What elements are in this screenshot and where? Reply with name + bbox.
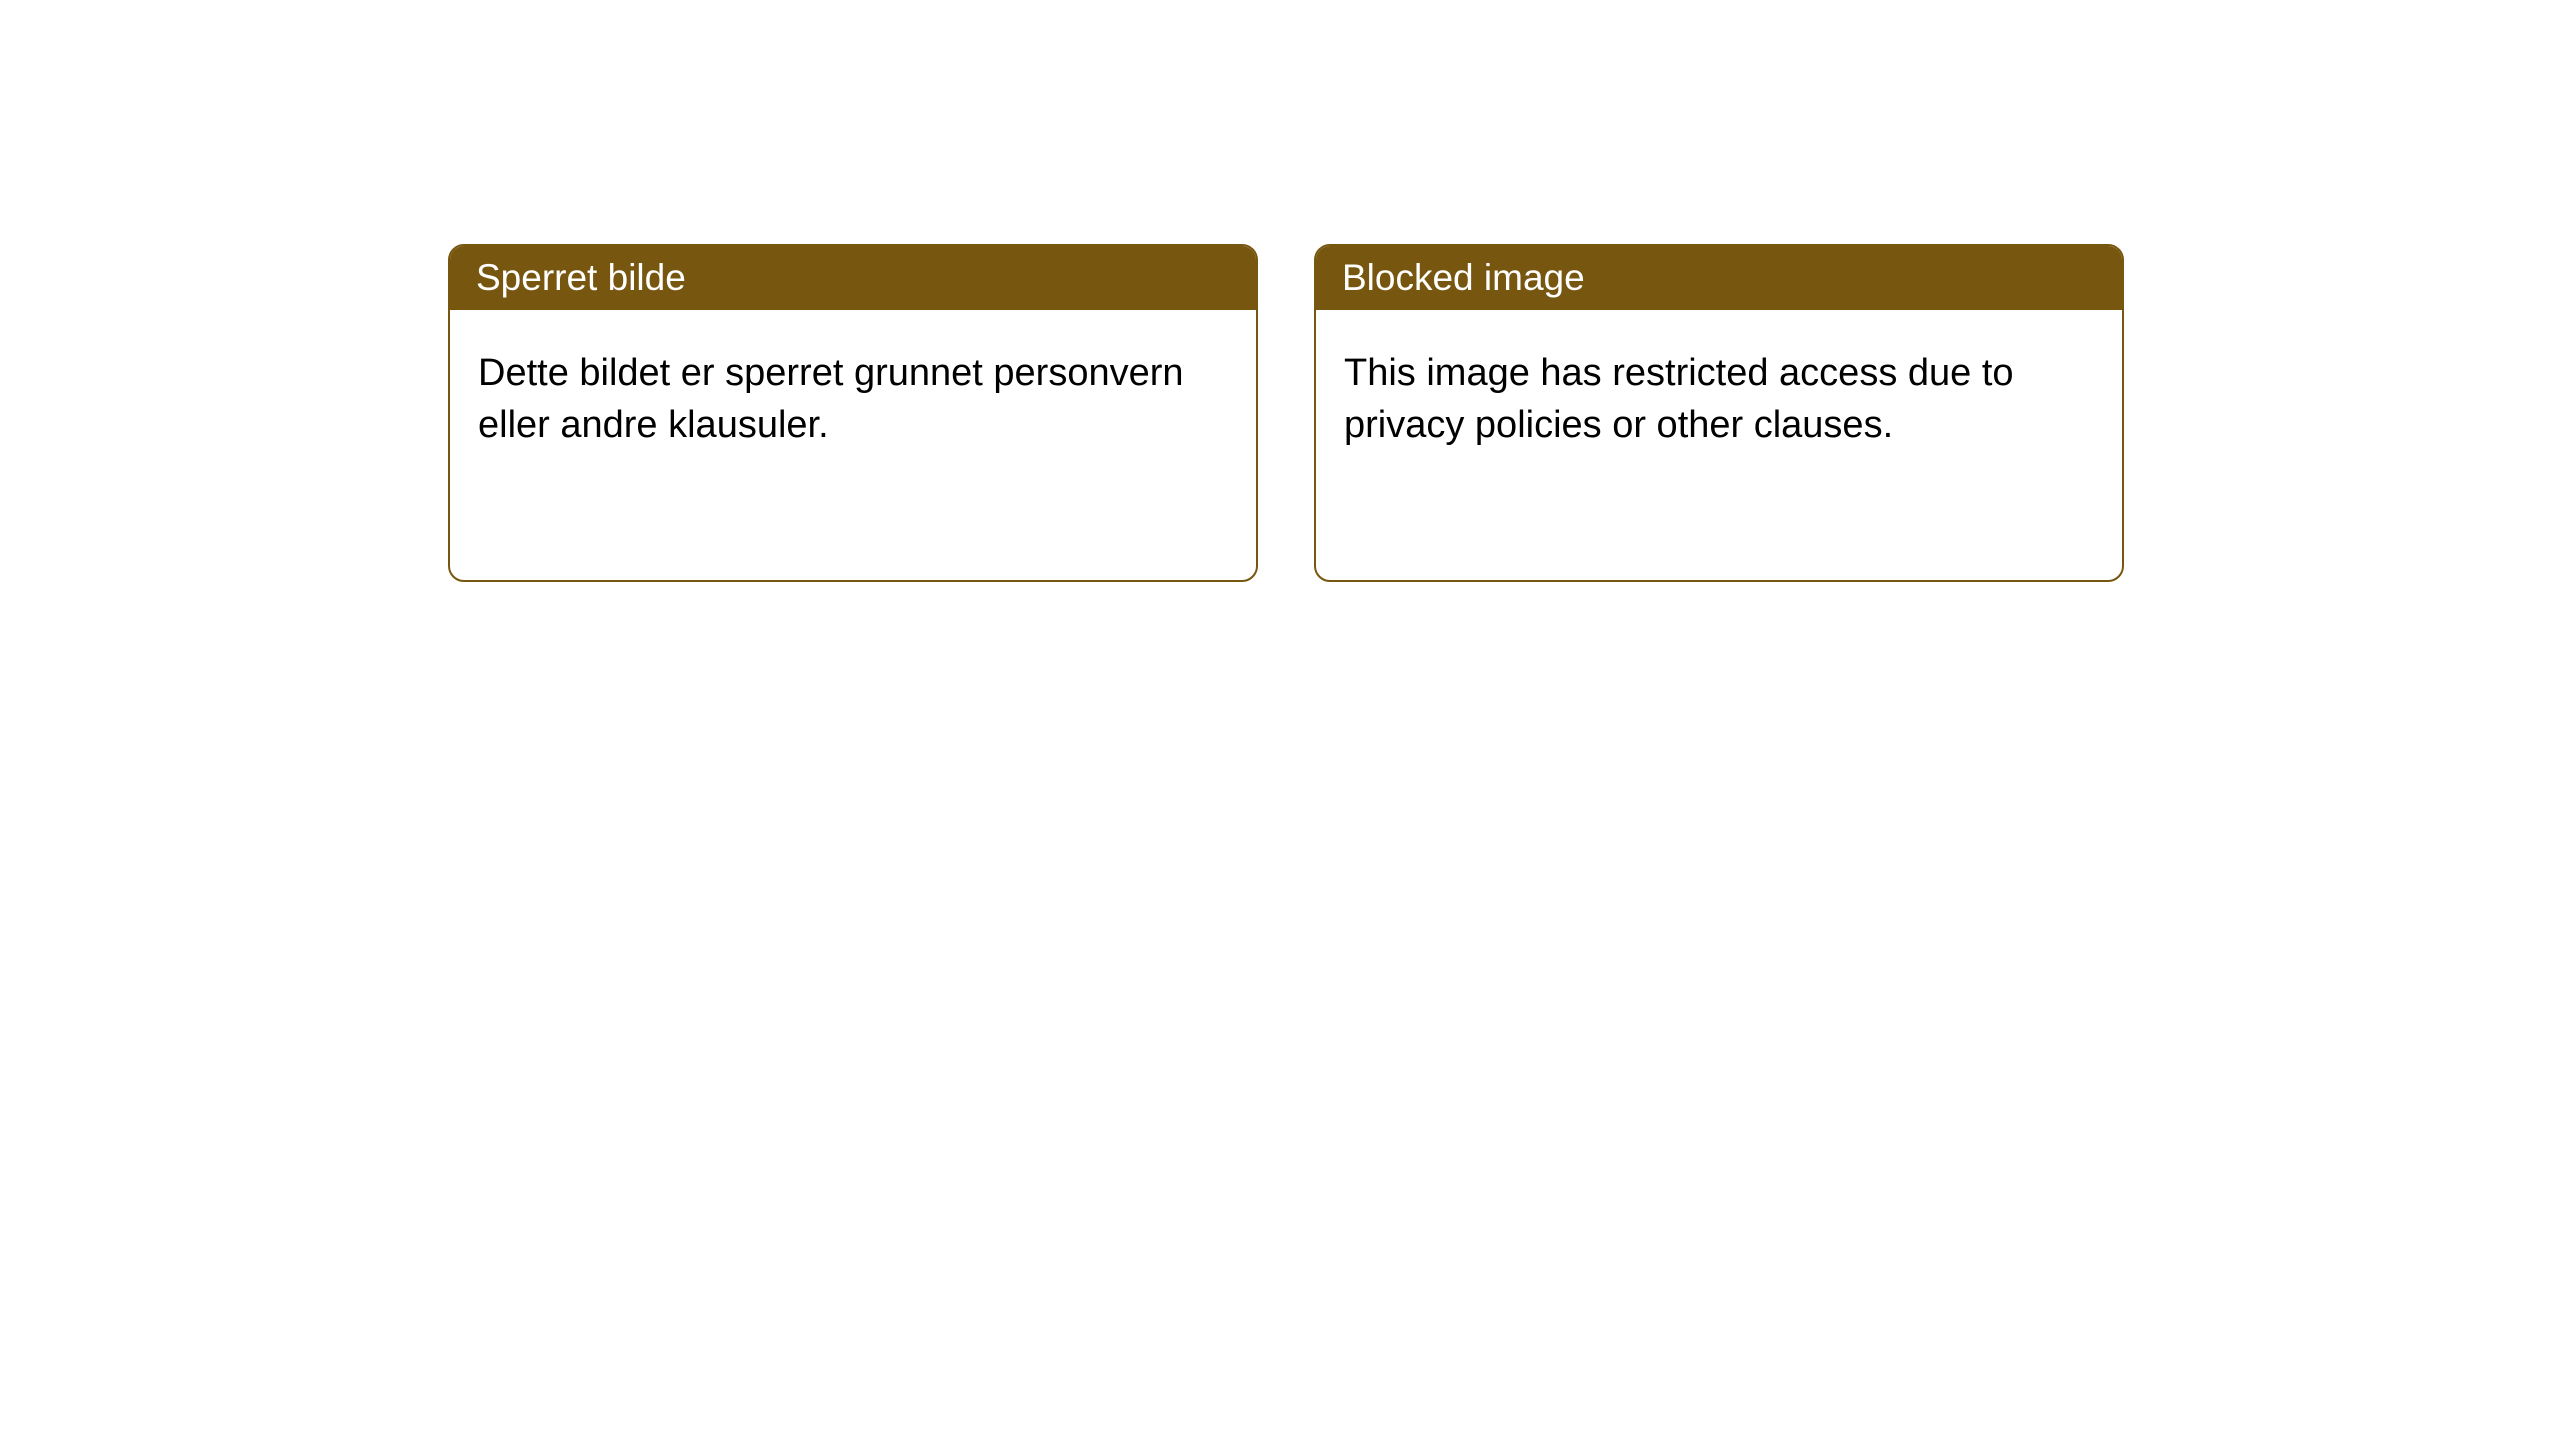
notice-card-title: Sperret bilde: [450, 246, 1256, 310]
notice-card-title: Blocked image: [1316, 246, 2122, 310]
notice-card-body: This image has restricted access due to …: [1316, 310, 2122, 489]
notice-card-container: Sperret bilde Dette bildet er sperret gr…: [0, 0, 2560, 582]
notice-card-body: Dette bildet er sperret grunnet personve…: [450, 310, 1256, 489]
notice-card-no: Sperret bilde Dette bildet er sperret gr…: [448, 244, 1258, 582]
notice-card-en: Blocked image This image has restricted …: [1314, 244, 2124, 582]
